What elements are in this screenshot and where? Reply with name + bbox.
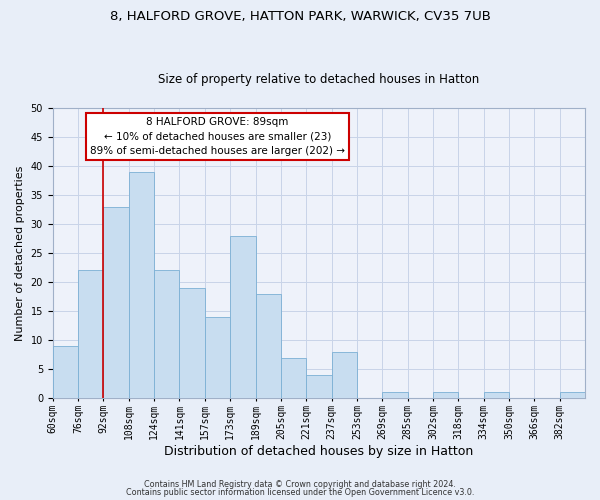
Bar — [433, 392, 458, 398]
Bar — [179, 288, 205, 398]
Text: Contains HM Land Registry data © Crown copyright and database right 2024.: Contains HM Land Registry data © Crown c… — [144, 480, 456, 489]
Bar — [103, 206, 129, 398]
Bar — [306, 375, 332, 398]
Bar — [332, 352, 357, 398]
Text: Contains public sector information licensed under the Open Government Licence v3: Contains public sector information licen… — [126, 488, 474, 497]
Bar — [281, 358, 306, 398]
Bar — [78, 270, 103, 398]
Bar — [230, 236, 256, 398]
Bar — [256, 294, 281, 398]
Title: Size of property relative to detached houses in Hatton: Size of property relative to detached ho… — [158, 73, 479, 86]
Bar — [484, 392, 509, 398]
Bar — [53, 346, 78, 398]
Bar — [382, 392, 407, 398]
Text: 8, HALFORD GROVE, HATTON PARK, WARWICK, CV35 7UB: 8, HALFORD GROVE, HATTON PARK, WARWICK, … — [110, 10, 490, 23]
X-axis label: Distribution of detached houses by size in Hatton: Distribution of detached houses by size … — [164, 444, 473, 458]
Bar — [205, 317, 230, 398]
Bar — [560, 392, 585, 398]
Y-axis label: Number of detached properties: Number of detached properties — [15, 166, 25, 341]
Bar — [129, 172, 154, 398]
Bar — [154, 270, 179, 398]
Text: 8 HALFORD GROVE: 89sqm
← 10% of detached houses are smaller (23)
89% of semi-det: 8 HALFORD GROVE: 89sqm ← 10% of detached… — [90, 116, 345, 156]
